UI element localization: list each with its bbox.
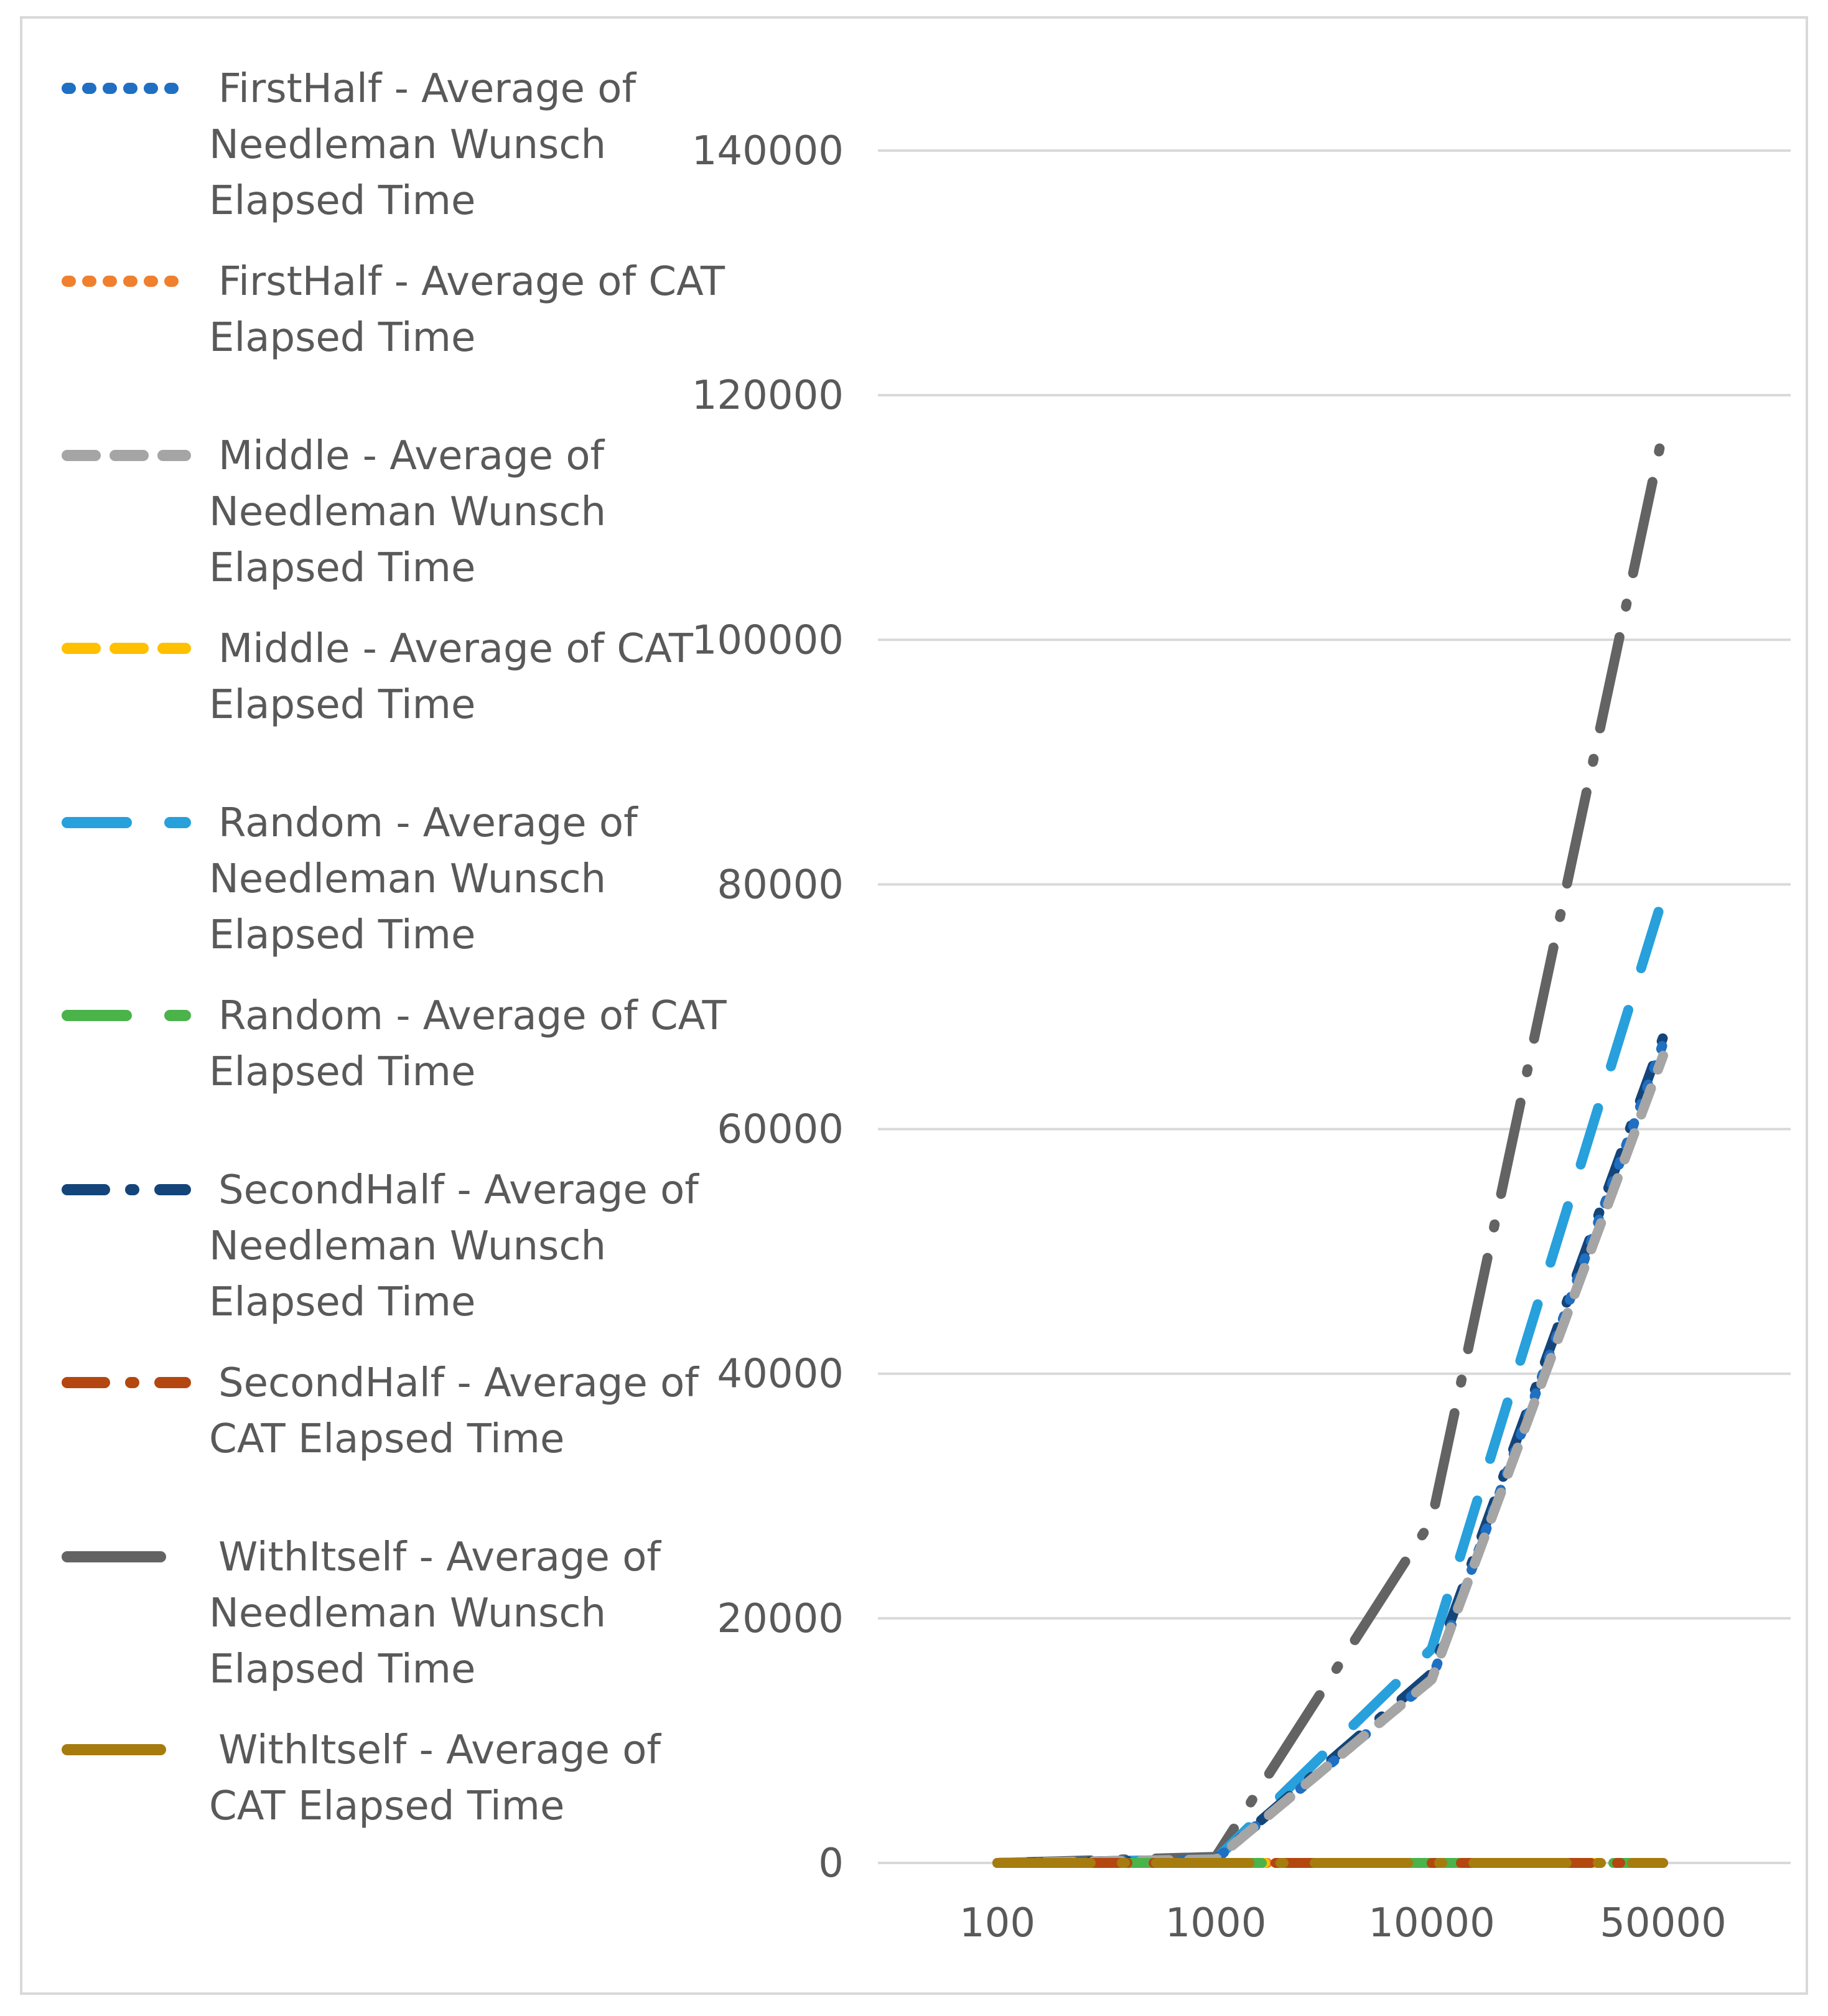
legend-label: WithItself - Average of: [218, 1534, 661, 1580]
legend-item-middle-average-of-cat-elapsed-time: Middle - Average of CAT Elapsed Time: [62, 626, 694, 728]
y-tick-label: 120000: [692, 373, 844, 419]
legend-label: Elapsed Time: [209, 1646, 475, 1692]
legend-item-firsthalf-average-of-cat-elapsed-time: FirstHalf - Average of CAT Elapsed Time: [62, 259, 725, 361]
legend-label: SecondHalf - Average of: [218, 1360, 699, 1406]
legend-label: Elapsed Time: [209, 682, 475, 728]
legend-item-random-average-of-needleman-wunsch-elapsed-time: Random - Average of Needleman Wunsch Elaps…: [62, 800, 638, 958]
x-tick-label: 100: [959, 1900, 1035, 1946]
legend-label: Middle - Average of: [218, 433, 605, 479]
x-tick-labels: 100 1000 10000 50000: [959, 1900, 1727, 1946]
legend-label: Elapsed Time: [209, 1049, 475, 1095]
gridlines: [878, 149, 1791, 1864]
series-line-firsthalf-average-of-needleman-wunsch-elapsed-time: [992, 1038, 1668, 1868]
series-line-secondhalf-average-of-needleman-wunsch-elapsed-time: [992, 1032, 1668, 1868]
legend-item-secondhalf-average-of-needleman-wunsch-elapsed-time: SecondHalf - Average of Needleman Wunsch E…: [62, 1167, 699, 1325]
legend-label: FirstHalf - Average of: [218, 66, 637, 112]
legend-label: Elapsed Time: [209, 912, 475, 958]
legend-item-middle-average-of-needleman-wunsch-elapsed-time: Middle - Average of Needleman Wunsch Elaps…: [62, 433, 606, 591]
legend-item-random-average-of-cat-elapsed-time: Random - Average of CAT Elapsed Time: [62, 993, 727, 1095]
y-tick-label: 140000: [692, 128, 844, 174]
legend-label: Needleman Wunsch: [209, 1223, 606, 1269]
y-tick-label: 40000: [717, 1351, 844, 1398]
y-tick-labels: 0 20000 40000 60000 80000 100000 120000 140000: [692, 128, 844, 1887]
legend-label: WithItself - Average of: [218, 1727, 661, 1773]
series-line-withitself-average-of-needleman-wunsch-elapsed-time: [992, 427, 1668, 1868]
y-tick-label: 0: [818, 1841, 844, 1887]
legend-label: CAT Elapsed Time: [209, 1416, 564, 1462]
legend-label: CAT Elapsed Time: [209, 1783, 564, 1829]
legend-label: Needleman Wunsch: [209, 489, 606, 535]
series-line-random-average-of-needleman-wunsch-elapsed-time: [992, 892, 1668, 1868]
legend-label: SecondHalf - Average of: [218, 1167, 699, 1213]
legend-label: Needleman Wunsch: [209, 1590, 606, 1636]
y-tick-label: 80000: [717, 862, 844, 908]
y-tick-label: 20000: [717, 1596, 844, 1642]
legend-label: Elapsed Time: [209, 545, 475, 591]
legend-label: Needleman Wunsch: [209, 856, 606, 902]
legend: FirstHalf - Average of Needleman Wunsch El…: [62, 66, 727, 1829]
legend-item-firsthalf-average-of-needleman-wunsch-elapsed-time: FirstHalf - Average of Needleman Wunsch El…: [62, 66, 637, 224]
x-tick-label: 1000: [1165, 1900, 1267, 1946]
legend-item-withitself-average-of-cat-elapsed-time: WithItself - Average of CAT Elapsed Time: [62, 1727, 661, 1829]
legend-label: FirstHalf - Average of CAT: [218, 259, 725, 305]
x-tick-label: 50000: [1600, 1900, 1727, 1946]
legend-item-withitself-average-of-needleman-wunsch-elapsed-time: WithItself - Average of Needleman Wunsch E…: [62, 1534, 661, 1692]
chart-frame: 0 20000 40000 60000 80000 100000 120000 140000 …: [20, 16, 1808, 1995]
series-lines: [992, 427, 1668, 1868]
series-line-middle-average-of-needleman-wunsch-elapsed-time: [992, 1050, 1668, 1868]
y-tick-label: 100000: [692, 617, 844, 663]
legend-label: Elapsed Time: [209, 315, 475, 361]
x-tick-label: 10000: [1368, 1900, 1495, 1946]
legend-label: Elapsed Time: [209, 178, 475, 224]
y-tick-label: 60000: [717, 1107, 844, 1153]
legend-label: Middle - Average of CAT: [218, 626, 694, 672]
legend-label: Elapsed Time: [209, 1279, 475, 1325]
legend-label: Random - Average of CAT: [218, 993, 727, 1039]
legend-item-secondhalf-average-of-cat-elapsed-time: SecondHalf - Average of CAT Elapsed Time: [62, 1360, 699, 1462]
legend-label: Random - Average of: [218, 800, 638, 846]
legend-label: Needleman Wunsch: [209, 122, 606, 168]
chart-svg: 020000400006000080000100000120000140000 …: [62, 66, 1791, 1946]
